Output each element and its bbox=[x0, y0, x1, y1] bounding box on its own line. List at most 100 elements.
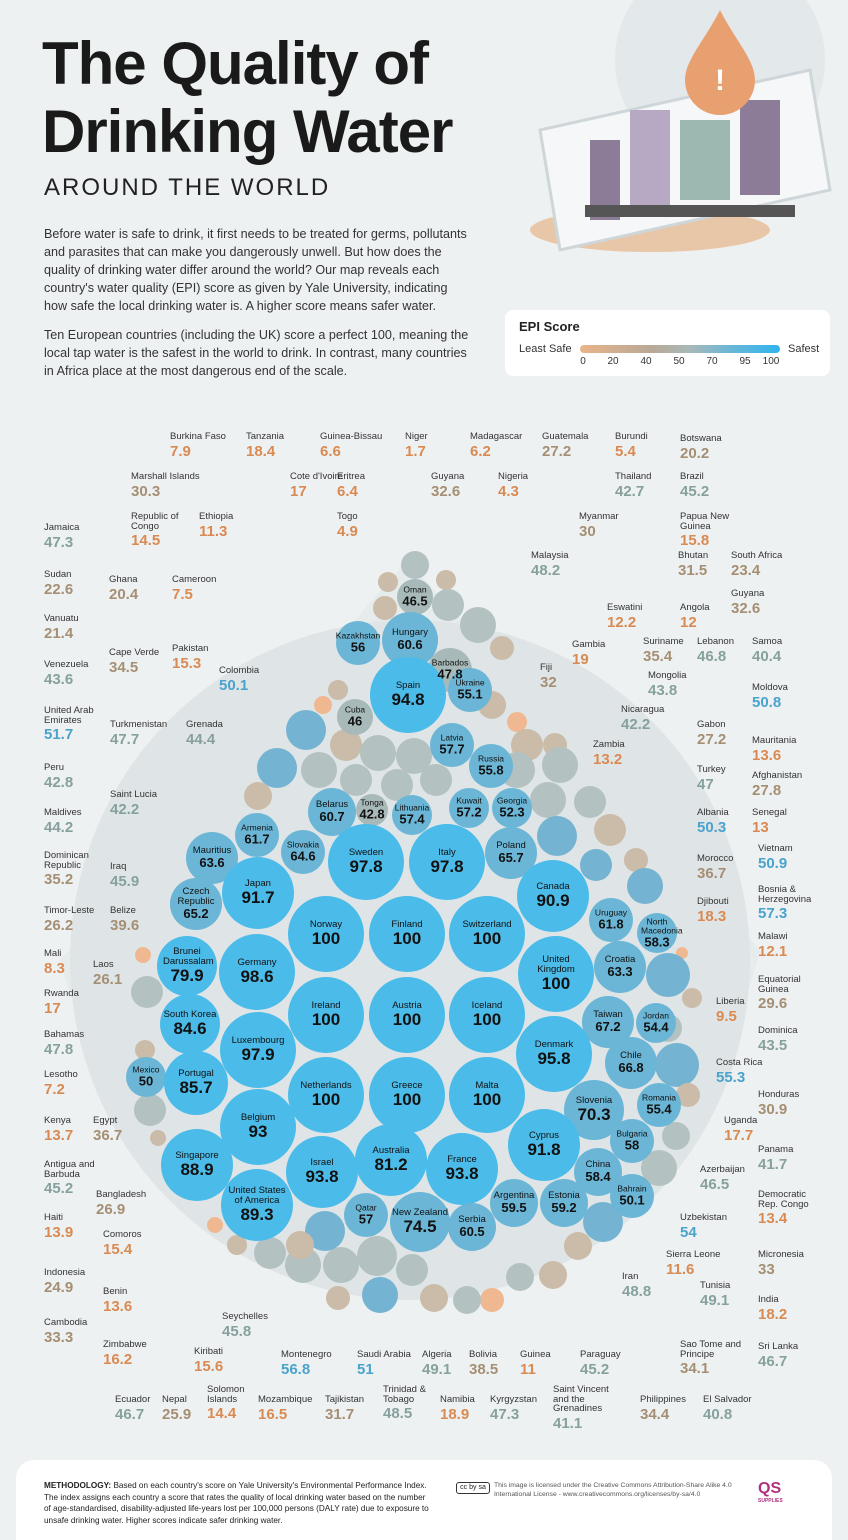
country-callout: Dominica 43.5 bbox=[758, 1026, 798, 1053]
country-bubble-qatar bbox=[344, 1193, 388, 1237]
country-bubble bbox=[583, 1202, 623, 1242]
country-callout: Vanuatu 21.4 bbox=[44, 614, 79, 641]
country-bubble-finland bbox=[369, 896, 445, 972]
country-name: Spain bbox=[395, 680, 421, 692]
country-name: Gambia bbox=[572, 639, 606, 650]
country-callout: Bolivia 38.5 bbox=[469, 1350, 498, 1377]
country-score: 70.3 bbox=[577, 1105, 611, 1125]
country-score: 74.5 bbox=[403, 1217, 437, 1237]
bubble-label: Portugal 85.7 bbox=[178, 1069, 213, 1097]
title-line-2: Drinking Water bbox=[42, 98, 453, 165]
country-bubble bbox=[330, 729, 362, 761]
country-name: Kiribati bbox=[194, 1346, 224, 1357]
country-name: Norway bbox=[309, 919, 343, 931]
country-score: 13 bbox=[752, 818, 769, 836]
country-name: Canada bbox=[536, 881, 570, 893]
bubble-label: Latvia 57.7 bbox=[439, 733, 464, 757]
country-name: Mauritius bbox=[192, 845, 232, 857]
country-name: Germany bbox=[237, 957, 277, 969]
country-score: 81.2 bbox=[374, 1155, 408, 1175]
country-name: Oman bbox=[403, 584, 427, 595]
country-score: 54 bbox=[680, 1223, 697, 1241]
country-name: Peru bbox=[44, 762, 65, 773]
country-score: 27.8 bbox=[752, 781, 782, 799]
country-score: 18.2 bbox=[758, 1305, 788, 1323]
country-callout: Zimbabwe 16.2 bbox=[103, 1340, 147, 1367]
country-score: 98.6 bbox=[240, 967, 274, 987]
bubble-label: Czech Republic 65.2 bbox=[175, 887, 217, 921]
intro-paragraph-1: Before water is safe to drink, it first … bbox=[44, 227, 467, 313]
country-bubble-kazakhstan bbox=[336, 621, 380, 665]
country-score: 100 bbox=[472, 1010, 502, 1030]
country-score: 18.9 bbox=[440, 1405, 470, 1423]
country-score: 30 bbox=[579, 522, 596, 540]
country-score: 49.1 bbox=[700, 1291, 730, 1309]
bubble-label: Barbados 47.8 bbox=[432, 658, 468, 682]
country-name: Saint Lucia bbox=[110, 789, 158, 800]
legend-tick: 100 bbox=[762, 356, 780, 367]
svg-text:!: ! bbox=[715, 64, 725, 97]
country-name: Uzbekistan bbox=[680, 1212, 727, 1223]
country-score: 60.7 bbox=[319, 809, 345, 825]
country-name: Bosnia & Herzegovina bbox=[758, 884, 812, 905]
country-score: 57.3 bbox=[758, 905, 788, 922]
bubble-label: Mauritius 63.6 bbox=[193, 846, 232, 870]
country-callout: Democratic Rep. Congo 13.4 bbox=[758, 1190, 828, 1226]
country-callout: Morocco 36.7 bbox=[697, 854, 733, 881]
country-score: 42.8 bbox=[359, 806, 385, 822]
bubble-label: Italy 97.8 bbox=[430, 848, 463, 876]
bubble-label: Croatia 63.3 bbox=[605, 955, 636, 979]
country-callout: Republic of Congo 14.5 bbox=[131, 512, 201, 548]
country-name: Djibouti bbox=[697, 896, 729, 907]
country-name: Cameroon bbox=[172, 574, 217, 585]
country-bubble-slovakia bbox=[281, 830, 325, 874]
bubble-label: Singapore 88.9 bbox=[175, 1151, 218, 1179]
country-name: Ecuador bbox=[115, 1394, 151, 1405]
bubble-label: New Zealand 74.5 bbox=[392, 1208, 448, 1236]
country-callout: Nicaragua 42.2 bbox=[621, 705, 664, 732]
country-score: 51.7 bbox=[44, 726, 74, 743]
country-score: 65.2 bbox=[183, 906, 209, 922]
country-callout: Benin 13.6 bbox=[103, 1287, 132, 1314]
country-score: 12.1 bbox=[758, 942, 788, 960]
bubble-label: Mexico 50 bbox=[133, 1065, 160, 1089]
country-callout: Sierra Leone 11.6 bbox=[666, 1250, 720, 1277]
country-bubble-united-kingdom bbox=[518, 936, 594, 1012]
country-score: 5.4 bbox=[615, 442, 636, 460]
country-name: Antigua and Barbuda bbox=[44, 1159, 95, 1180]
country-callout: Bosnia & Herzegovina 57.3 bbox=[758, 885, 828, 921]
country-name: Malawi bbox=[758, 931, 788, 942]
country-name: Mauritania bbox=[752, 735, 797, 746]
country-bubble-kuwait bbox=[449, 788, 489, 828]
country-name: Czech Republic bbox=[177, 886, 215, 908]
country-bubble bbox=[420, 764, 452, 796]
country-name: Guinea-Bissau bbox=[320, 431, 383, 442]
country-callout: Iraq 45.9 bbox=[110, 862, 139, 889]
country-callout: Kenya 13.7 bbox=[44, 1116, 73, 1143]
country-callout: Madagascar 6.2 bbox=[470, 432, 522, 459]
country-name: Sweden bbox=[348, 847, 384, 859]
bubble-label: Chile 66.8 bbox=[618, 1051, 643, 1075]
country-score: 51 bbox=[357, 1360, 374, 1378]
country-bubble-cuba bbox=[337, 699, 373, 735]
country-score: 59.2 bbox=[551, 1200, 577, 1216]
country-name: Azerbaijan bbox=[700, 1164, 745, 1175]
country-name: Slovakia bbox=[286, 839, 320, 850]
country-name: Tonga bbox=[360, 797, 384, 808]
country-name: Nicaragua bbox=[621, 704, 665, 715]
country-score: 11 bbox=[520, 1360, 536, 1378]
country-bubble bbox=[305, 1211, 345, 1251]
country-bubble-mauritius bbox=[186, 832, 238, 884]
country-bubble bbox=[646, 953, 690, 997]
country-name: Ireland bbox=[311, 1000, 341, 1012]
country-bubble bbox=[537, 816, 577, 856]
country-score: 13.7 bbox=[44, 1126, 74, 1144]
country-score: 58.3 bbox=[644, 934, 670, 950]
country-bubble bbox=[401, 551, 429, 579]
country-bubble bbox=[373, 596, 397, 620]
country-bubble bbox=[244, 782, 272, 810]
bubble-label: Bulgaria 58 bbox=[616, 1129, 647, 1153]
country-bubble bbox=[574, 786, 606, 818]
country-bubble-belarus bbox=[308, 788, 356, 836]
country-name: Russia bbox=[478, 753, 504, 764]
